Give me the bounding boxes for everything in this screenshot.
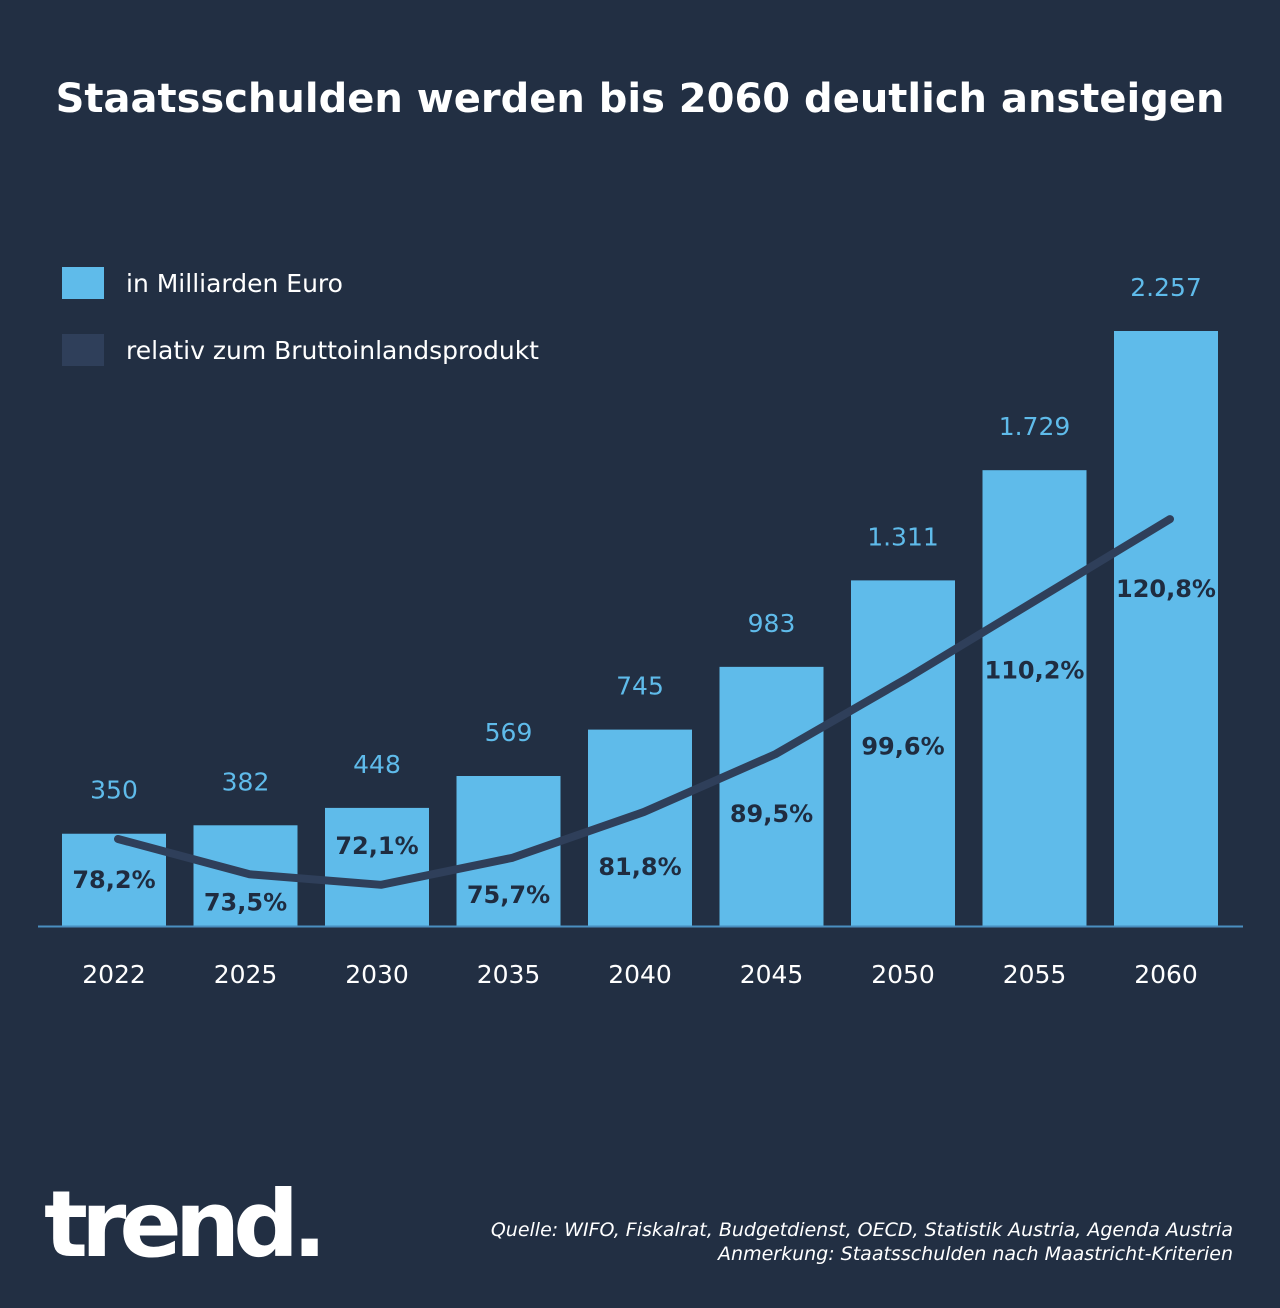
- bar-value-label: 983: [748, 609, 796, 638]
- bar-2060: [1114, 331, 1218, 926]
- legend-label-line: relativ zum Bruttoinlandsprodukt: [126, 336, 539, 365]
- gdp-percent-label: 110,2%: [985, 657, 1085, 685]
- x-tick-label: 2035: [477, 960, 541, 989]
- gdp-percent-label: 78,2%: [72, 866, 155, 894]
- x-tick-label: 2025: [214, 960, 278, 989]
- x-tick-label: 2055: [1003, 960, 1067, 989]
- x-tick-label: 2050: [871, 960, 935, 989]
- trend-logo: trend.: [44, 1171, 320, 1278]
- data-labels: 350 2022 78,2% 382 2025 73,5% 448 2030 72,1% 569 2…: [72, 273, 1216, 989]
- bar-2045: [719, 666, 824, 926]
- bar-2055: [982, 470, 1087, 926]
- gdp-percent-label: 73,5%: [204, 888, 287, 916]
- annotation-note: Anmerkung: Staatsschulden nach Maastrich…: [716, 1243, 1233, 1265]
- gdp-percent-label: 89,5%: [730, 800, 813, 828]
- bar-2030: [325, 807, 429, 926]
- chart-title: Staatsschulden werden bis 2060 deutlich …: [56, 76, 1225, 122]
- x-tick-label: 2030: [345, 960, 409, 989]
- source-note: Quelle: WIFO, Fiskalrat, Budgetdienst, O…: [491, 1219, 1233, 1241]
- bar-value-label: 1.729: [999, 412, 1071, 441]
- bar-value-label: 745: [616, 672, 664, 701]
- gdp-percent-label: 72,1%: [335, 832, 418, 860]
- gdp-percent-label: 81,8%: [598, 853, 681, 881]
- line-series-gdp: [114, 515, 1174, 889]
- x-tick-label: 2060: [1134, 960, 1198, 989]
- bar-value-label: 2.257: [1130, 273, 1202, 302]
- bar-2050: [851, 580, 955, 926]
- legend-swatch-line: [62, 334, 104, 366]
- x-tick-label: 2045: [740, 960, 804, 989]
- bar-value-label: 1.311: [867, 522, 939, 551]
- gdp-percent-label: 120,8%: [1116, 575, 1216, 603]
- x-tick-label: 2022: [82, 960, 146, 989]
- legend-label-bars: in Milliarden Euro: [126, 269, 343, 298]
- bar-value-label: 350: [90, 776, 138, 805]
- bar-value-label: 569: [485, 718, 533, 747]
- bar-value-label: 382: [222, 767, 270, 796]
- gdp-percent-label: 75,7%: [467, 881, 550, 909]
- legend-swatch-bars: [62, 267, 104, 299]
- legend: in Milliarden Euro relativ zum Bruttoinl…: [62, 267, 539, 366]
- gdp-percent-label: 99,6%: [861, 732, 944, 760]
- bar-value-label: 448: [353, 750, 401, 779]
- x-tick-label: 2040: [608, 960, 672, 989]
